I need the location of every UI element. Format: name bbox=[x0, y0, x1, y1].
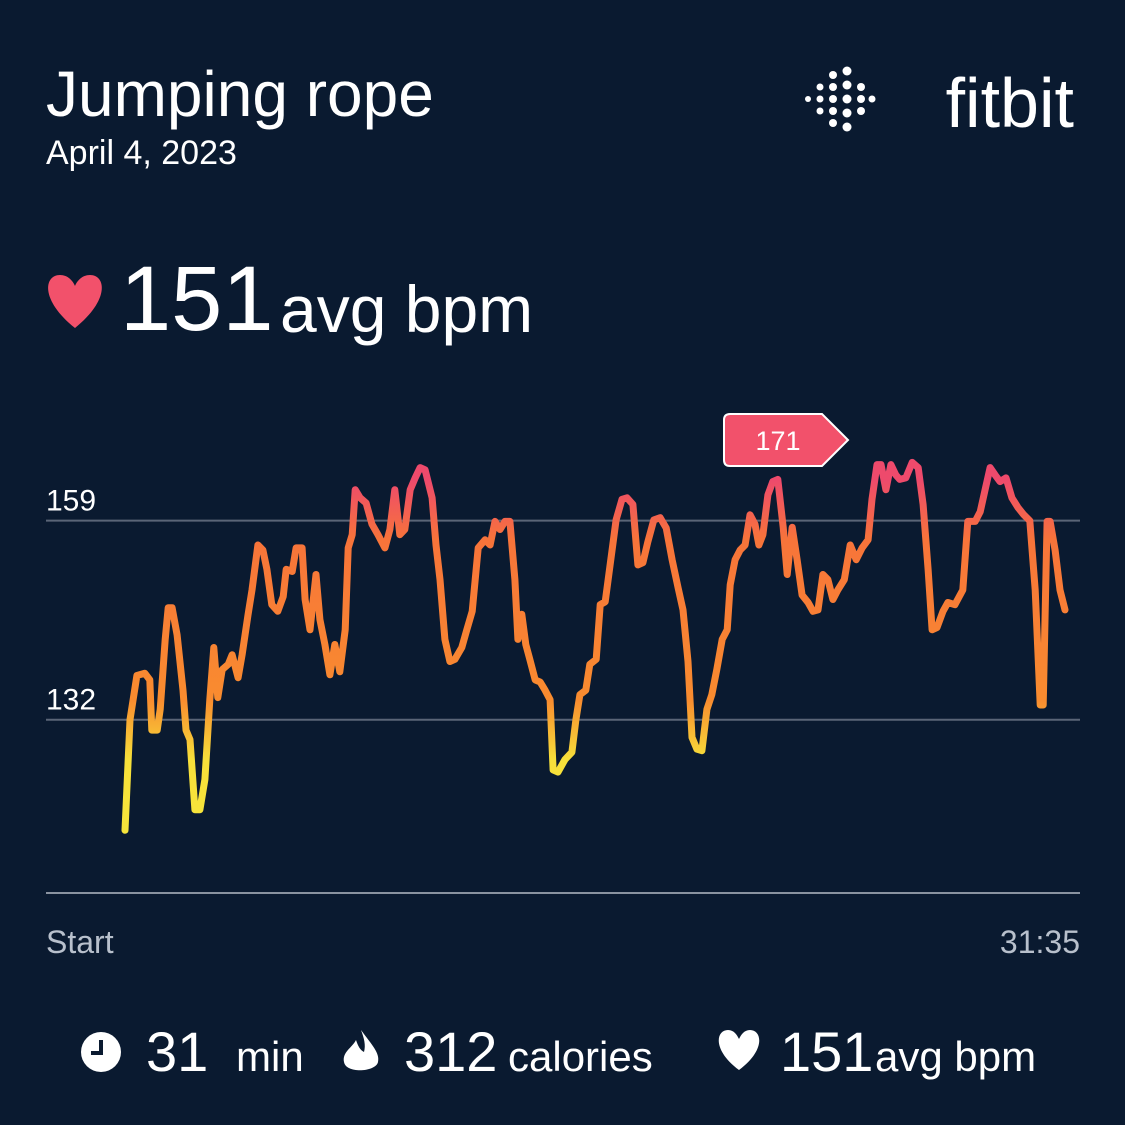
peak-badge bbox=[723, 413, 850, 467]
heart-rate-line bbox=[121, 458, 1069, 834]
x-tick-label: 31:35 bbox=[1000, 924, 1080, 960]
peak-annotation: 171 bbox=[723, 413, 850, 467]
clock-hands bbox=[91, 1040, 103, 1055]
x-tick-label: Start bbox=[46, 924, 114, 960]
y-tick-label: 159 bbox=[46, 485, 96, 518]
flame-icon bbox=[343, 1030, 379, 1071]
stats: 31 min 312 calories 151 avg bpm bbox=[81, 1020, 1036, 1083]
avg-unit: avg bpm bbox=[280, 272, 533, 346]
logo: fitbit bbox=[946, 64, 1074, 142]
stat-unit: min bbox=[236, 1033, 304, 1080]
logo-dots bbox=[805, 66, 876, 132]
heart-icon-small bbox=[718, 1030, 760, 1070]
stat-unit: avg bpm bbox=[875, 1033, 1036, 1080]
date: April 4, 2023 bbox=[46, 134, 237, 172]
y-tick-label: 132 bbox=[46, 684, 96, 717]
stat-value: 312 bbox=[404, 1020, 497, 1083]
stat-unit: calories bbox=[508, 1033, 653, 1080]
stat-value: 31 bbox=[146, 1020, 208, 1083]
heart-icon bbox=[48, 275, 102, 328]
peak-label: 171 bbox=[755, 426, 800, 456]
chart: 132 159 Start 31:35 171 bbox=[46, 413, 1080, 960]
title: Jumping rope bbox=[46, 58, 434, 130]
stat-value: 151 bbox=[780, 1020, 873, 1083]
avg-value: 151 bbox=[120, 248, 274, 350]
